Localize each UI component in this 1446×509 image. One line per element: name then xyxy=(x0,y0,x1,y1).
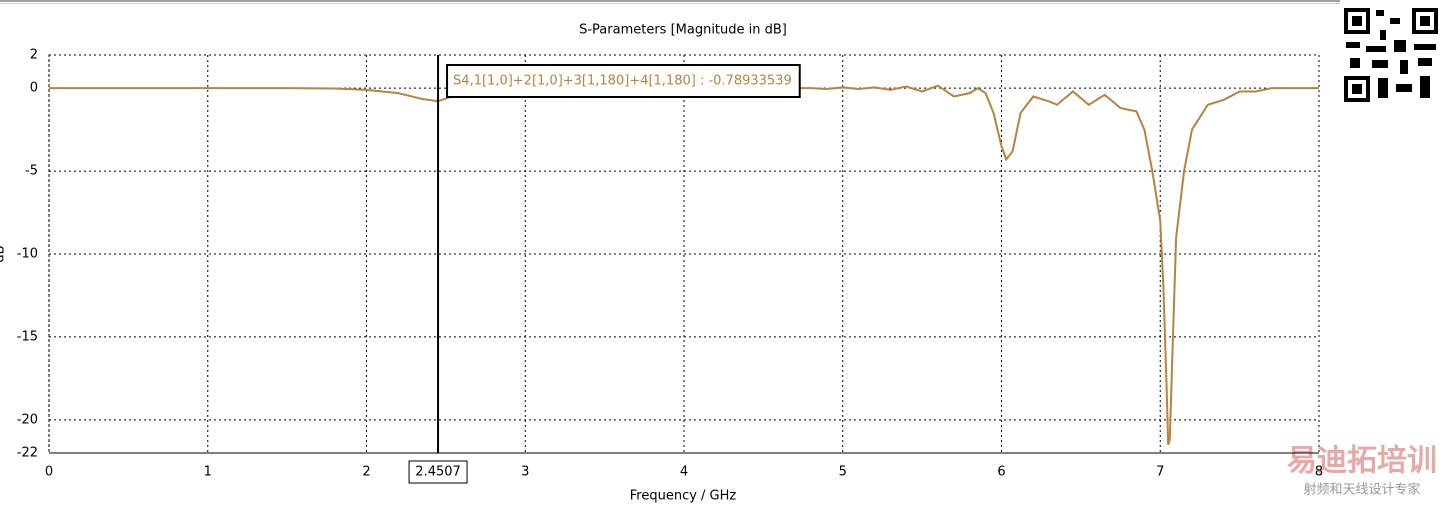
y-tick-label: 0 xyxy=(30,81,38,96)
marker-label: 2.4507 xyxy=(415,465,461,480)
top-border xyxy=(0,3,1340,4)
watermark-brand: 易迪拓培训 xyxy=(1287,444,1437,479)
y-tick-label: -20 xyxy=(17,412,38,427)
x-tick-label: 2 xyxy=(362,465,370,480)
marker-label-box xyxy=(408,460,468,484)
qr-code xyxy=(1342,6,1440,104)
top-border xyxy=(0,0,1340,2)
x-tick-label: 8 xyxy=(1315,465,1323,480)
x-tick-label: 4 xyxy=(680,465,688,480)
watermark-slogan: 射频和天线设计专家 xyxy=(1303,482,1420,498)
y-tick-label: -22 xyxy=(17,446,38,461)
y-tick-label: -5 xyxy=(25,164,38,179)
x-axis-label: Frequency / GHz xyxy=(630,489,737,504)
x-tick-label: 3 xyxy=(521,465,529,480)
x-tick-label: 1 xyxy=(204,465,212,480)
x-tick-label: 6 xyxy=(997,465,1005,480)
x-tick-label: 0 xyxy=(45,465,53,480)
annotation: S4,1[1,0]+2[1,0]+3[1,180]+4[1,180] : -0.… xyxy=(453,74,792,89)
y-tick-label: -10 xyxy=(17,247,38,262)
x-tick-label: 5 xyxy=(839,465,847,480)
y-tick-label: 2 xyxy=(30,48,38,63)
y-axis-label: dB xyxy=(0,245,8,262)
x-tick-label: 7 xyxy=(1156,465,1164,480)
y-tick-label: -15 xyxy=(17,329,38,344)
chart-title: S-Parameters [Magnitude in dB] xyxy=(579,23,787,38)
annotation-box xyxy=(446,64,801,98)
plot-frame xyxy=(48,54,1320,454)
